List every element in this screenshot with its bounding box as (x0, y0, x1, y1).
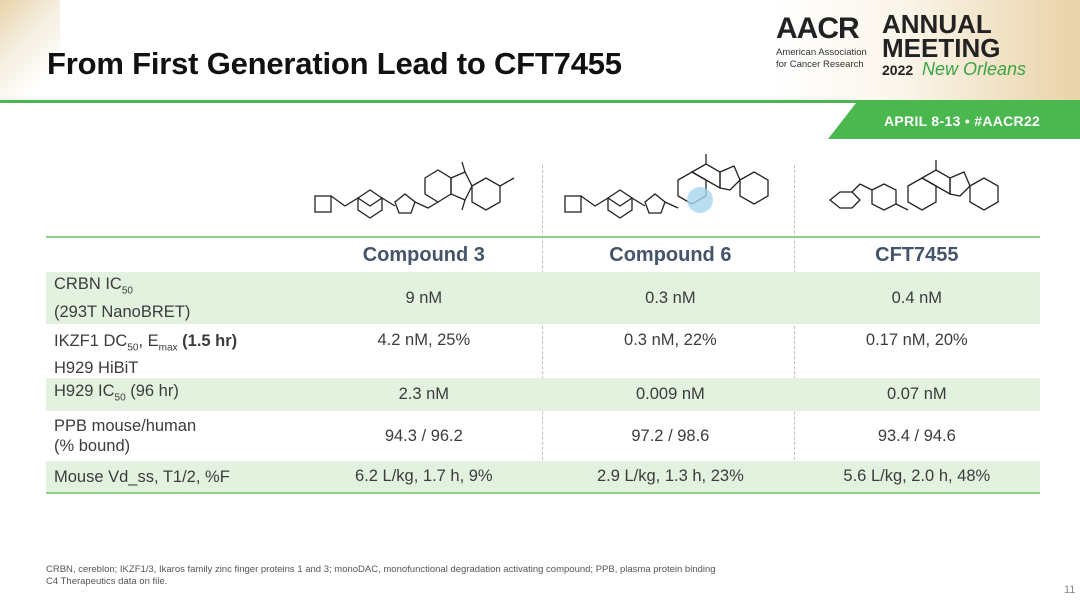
table-header-row: Compound 3 Compound 6 CFT7455 (46, 236, 1040, 272)
page-number: 11 (1064, 584, 1076, 596)
table-cell: 0.3 nM (547, 272, 794, 324)
annual-meeting-label: ANNUAL MEETING (882, 9, 1001, 63)
aacr-logo: AACR (776, 12, 860, 45)
header-compound-6: Compound 6 (547, 236, 794, 272)
table-row: CRBN IC50 (293T NanoBRET) 9 nM 0.3 nM 0.4… (46, 272, 1040, 324)
row-label: IKZF1 DC50, Emax (1.5 hr) H929 HiBiT (54, 332, 238, 378)
structure-cft7455 (828, 160, 999, 211)
row-label: CRBN IC50 (293T NanoBRET) (46, 272, 301, 324)
compound-comparison-table: Compound 3 Compound 6 CFT7455 CRBN IC50(… (46, 236, 1040, 495)
table-cell: 9 nM (300, 272, 548, 324)
table-cell: 4.2 nM, 25% (377, 331, 471, 349)
table-row: PPB mouse/human (% bound) 94.3 / 96.2 97.… (46, 411, 1040, 461)
row-label: PPB mouse/human (% bound) (54, 417, 197, 456)
structure-compound-6 (564, 154, 769, 219)
header-cft7455: CFT7455 (793, 236, 1040, 272)
meeting-city: New Orleans (922, 59, 1027, 79)
header-compound-3: Compound 3 (300, 236, 548, 272)
table-row: H929 IC50 (96 hr) 2.3 nM 0.009 nM 0.07 n… (46, 378, 1040, 412)
table-cell: 0.009 nM (547, 378, 794, 412)
table-cell: 6.2 L/kg, 1.7 h, 9% (300, 461, 548, 495)
table-cell: 93.4 / 94.6 (877, 426, 956, 445)
table-row: Mouse Vd_ss, T1/2, %F 6.2 L/kg, 1.7 h, 9… (46, 461, 1040, 495)
footnote: CRBN, cereblon; IKZF1/3, Ikaros family z… (46, 564, 716, 587)
title-rule (0, 100, 1080, 103)
table-row: IKZF1 DC50, Emax (1.5 hr) H929 HiBiT 4.2 … (46, 324, 1040, 378)
date-banner (828, 103, 1080, 139)
meeting-year: 2022 (882, 62, 914, 78)
corner-decoration (0, 0, 60, 100)
table-cell: 0.3 nM, 22% (624, 331, 717, 349)
table-cell: 97.2 / 98.6 (631, 426, 710, 445)
row-label: Mouse Vd_ss, T1/2, %F (46, 461, 301, 495)
column-divider-2 (794, 165, 795, 490)
table-cell: 2.3 nM (300, 378, 548, 412)
table-cell: 5.6 L/kg, 2.0 h, 48% (793, 461, 1040, 495)
column-divider-1 (542, 165, 543, 490)
table-cell: 0.07 nM (793, 378, 1040, 412)
date-banner-text: APRIL 8-13 • #AACR22 (884, 113, 1041, 129)
slide-title: From First Generation Lead to CFT7455 (47, 46, 622, 81)
chemical-structures (314, 154, 999, 219)
structure-compound-3 (314, 161, 515, 219)
logo-background (775, 0, 1080, 100)
header-empty (46, 236, 301, 272)
aacr-subtitle: American Association for Cancer Research (776, 47, 867, 70)
table-cell: 0.17 nM, 20% (865, 331, 968, 349)
table-cell: 0.4 nM (793, 272, 1040, 324)
table-cell: 2.9 L/kg, 1.3 h, 23% (547, 461, 794, 495)
table-cell: 94.3 / 96.2 (384, 426, 463, 445)
row-label: H929 IC50 (96 hr) (46, 378, 301, 412)
